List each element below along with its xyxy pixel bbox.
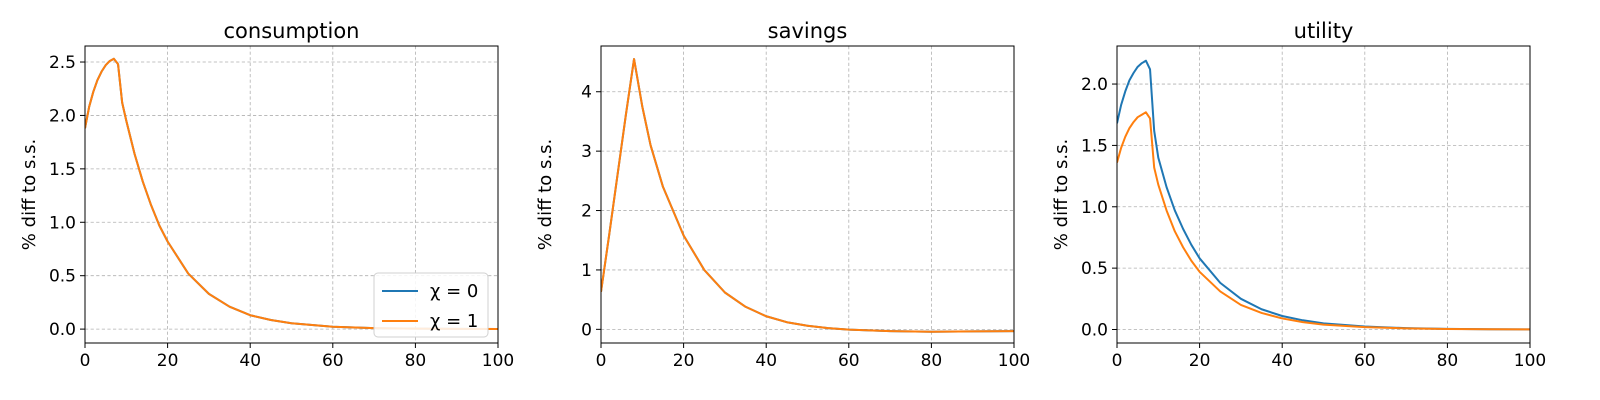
y-tick-label: 2.0: [49, 106, 76, 126]
y-tick-label: 1: [581, 261, 592, 281]
y-axis-label: % diff to s.s.: [19, 139, 40, 250]
chart-title: utility: [1294, 19, 1354, 43]
x-tick-label: 20: [673, 351, 695, 371]
x-tick-label: 100: [482, 351, 514, 371]
x-tick-label: 40: [755, 351, 777, 371]
y-tick-label: 1.5: [1081, 136, 1108, 156]
chart-title: savings: [768, 19, 848, 43]
legend: χ = 0 χ = 1: [373, 272, 489, 338]
x-tick-label: 100: [1514, 351, 1546, 371]
x-tick-label: 80: [1437, 351, 1459, 371]
y-tick-label: 3: [581, 142, 592, 162]
x-tick-label: 0: [1112, 351, 1123, 371]
subplot-3: 0 20 40 60 80 100 0.0 0.5 1.0 1.5 2.0 utility % diff…: [1051, 19, 1546, 371]
y-tick-label: 1.0: [1081, 198, 1108, 218]
y-tick-label: 2: [581, 202, 592, 222]
y-tick-label: 0.0: [49, 320, 76, 340]
legend-label: χ = 1: [430, 311, 478, 332]
x-tick-label: 40: [239, 351, 261, 371]
y-axis-label: % diff to s.s.: [1051, 139, 1072, 250]
legend-label: χ = 0: [430, 281, 478, 302]
x-tick-label: 60: [322, 351, 344, 371]
x-tick-label: 0: [80, 351, 91, 371]
y-tick-label: 0.5: [1081, 259, 1108, 279]
subplot-1: 0 20 40 60 80 100 0.0 0.5 1.0 1.5 2.0 2.5 consumptio…: [19, 19, 514, 371]
y-tick-label: 2.0: [1081, 75, 1108, 95]
x-tick-label: 0: [596, 351, 607, 371]
series-line-1: [1117, 59, 1530, 331]
x-tick-label: 80: [921, 351, 943, 371]
y-axis-label: % diff to s.s.: [535, 139, 556, 250]
y-tick-label: 0.5: [49, 267, 76, 287]
y-tick-label: 4: [581, 83, 592, 103]
series-line-2: [85, 57, 498, 330]
y-tick-label: 0.0: [1081, 321, 1108, 341]
y-tick-label: 0: [581, 320, 592, 340]
x-tick-label: 80: [405, 351, 427, 371]
x-tick-label: 20: [1189, 351, 1211, 371]
x-tick-label: 60: [838, 351, 860, 371]
series-line-2: [1117, 111, 1530, 331]
y-tick-label: 1.5: [49, 160, 76, 180]
series-line-2: [601, 58, 1014, 333]
subplot-2: 0 20 40 60 80 100 0 1 2 3 4 savings % diff to s.s.: [535, 19, 1030, 371]
chart-title: consumption: [224, 19, 360, 43]
plot-frame: [84, 45, 499, 344]
y-tick-label: 1.0: [49, 213, 76, 233]
y-tick-label: 2.5: [49, 53, 76, 73]
plot-frame: [1116, 45, 1531, 344]
x-tick-label: 40: [1271, 351, 1293, 371]
x-tick-label: 20: [157, 351, 179, 371]
x-tick-label: 100: [998, 351, 1030, 371]
x-tick-label: 60: [1354, 351, 1376, 371]
series-line-1: [601, 58, 1014, 333]
plot-frame: [600, 45, 1015, 344]
